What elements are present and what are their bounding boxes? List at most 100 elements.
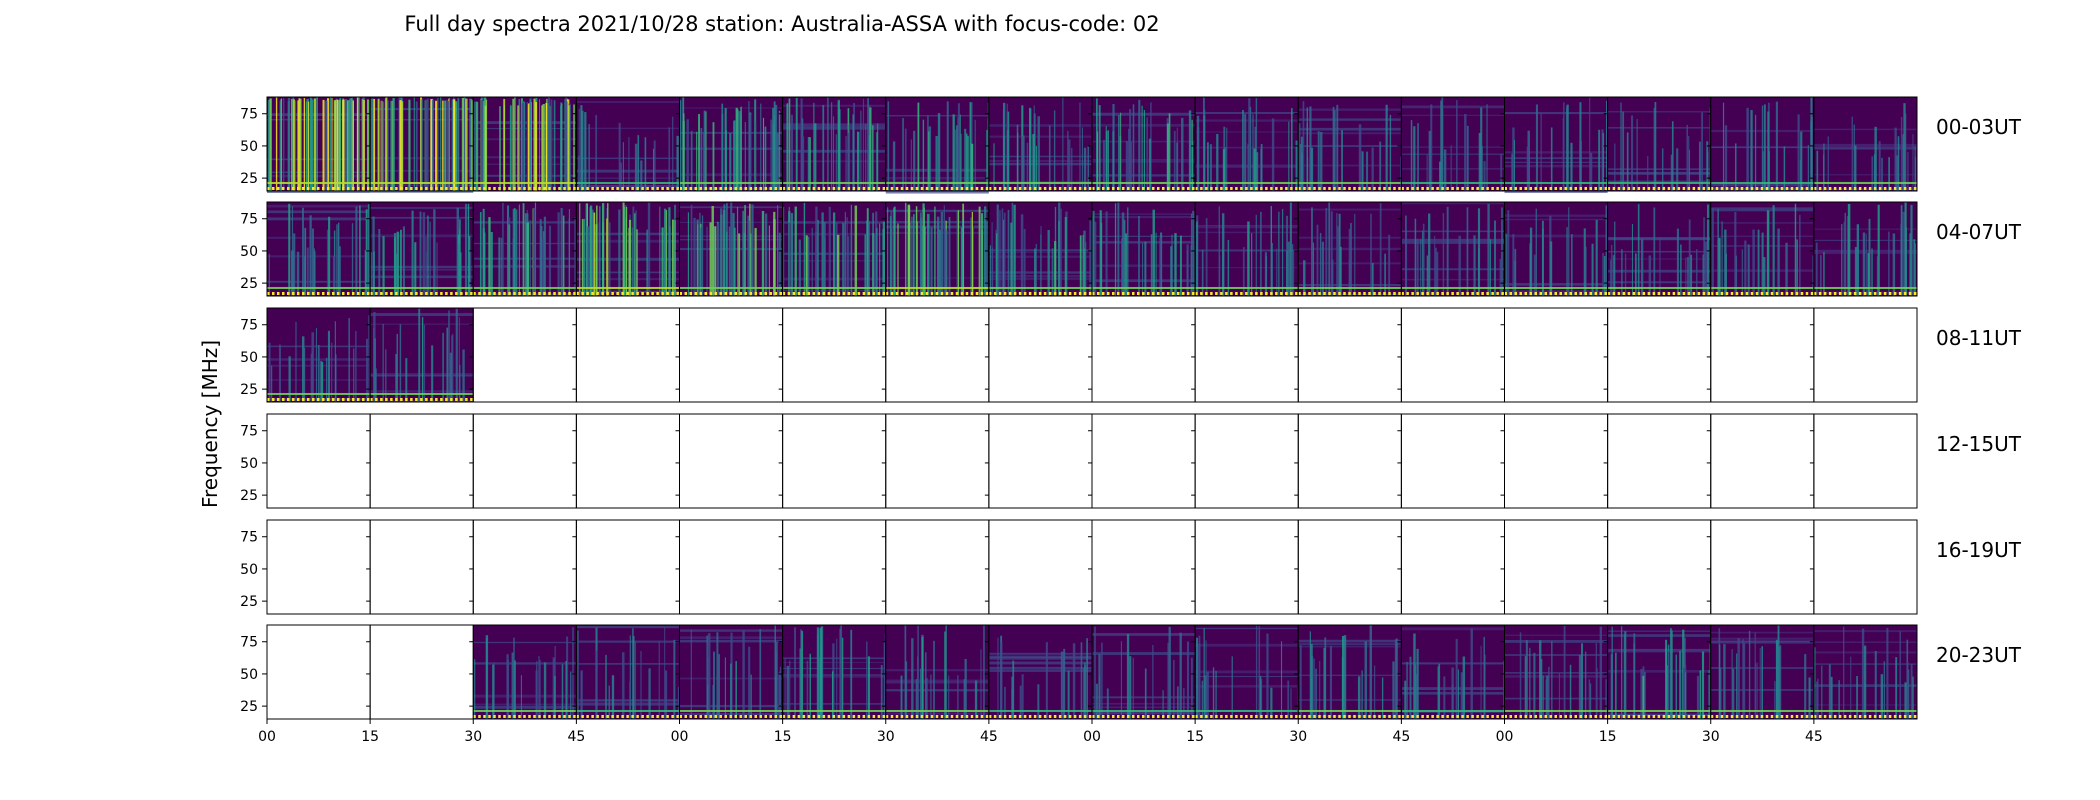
dotted-marker <box>950 715 954 718</box>
dotted-marker <box>292 398 295 401</box>
interference-line <box>648 668 651 719</box>
dotted-marker <box>445 292 448 295</box>
dotted-marker <box>1780 715 1784 718</box>
spectrogram-panel <box>984 307 1093 403</box>
interference-line <box>1004 687 1006 719</box>
spectrogram-panel <box>1809 96 1918 192</box>
x-tick-label: 30 <box>1702 729 1720 745</box>
dotted-marker <box>1393 187 1396 190</box>
panel-frame <box>1400 413 1505 509</box>
dotted-marker <box>1873 715 1877 718</box>
interference-line <box>539 99 541 191</box>
low-freq-band <box>370 286 474 289</box>
interference-line <box>1888 231 1890 296</box>
spectrogram-panel <box>984 201 1093 297</box>
interference-line <box>759 629 762 719</box>
interference-line <box>1624 631 1627 719</box>
interference-line <box>1815 242 1818 296</box>
interference-line <box>1389 114 1392 191</box>
interference-line <box>442 100 444 191</box>
dotted-marker <box>925 187 929 190</box>
dotted-marker <box>998 292 1002 295</box>
dotted-marker <box>400 292 403 295</box>
interference-line <box>511 652 514 719</box>
dotted-marker <box>1127 187 1130 190</box>
dotted-marker <box>1853 187 1857 190</box>
dotted-marker <box>1833 715 1837 718</box>
dotted-marker <box>1481 292 1484 295</box>
interference-line <box>770 119 773 191</box>
dotted-marker <box>621 292 624 295</box>
low-freq-band <box>1298 181 1402 184</box>
dotted-marker <box>1313 715 1316 718</box>
dotted-marker <box>1200 187 1203 190</box>
interference-line <box>842 222 844 296</box>
interference-line <box>1823 154 1825 191</box>
dotted-marker <box>1848 187 1852 190</box>
low-freq-band <box>267 392 371 395</box>
dotted-marker <box>817 715 821 718</box>
dotted-marker <box>1187 187 1190 190</box>
interference-line <box>1361 670 1363 719</box>
dotted-marker <box>1378 292 1381 295</box>
interference-line <box>1166 123 1169 191</box>
dotted-marker <box>1038 187 1042 190</box>
interference-line <box>1578 654 1582 719</box>
interference-line <box>1659 237 1661 296</box>
interference-line <box>729 133 732 191</box>
low-freq-band <box>1401 181 1505 184</box>
dotted-marker <box>470 292 473 295</box>
interference-line <box>1120 641 1122 719</box>
spectrogram-panel <box>1191 624 1299 720</box>
dotted-marker <box>970 292 974 295</box>
dotted-marker <box>1466 292 1469 295</box>
dotted-marker <box>1491 187 1494 190</box>
interference-line <box>1003 102 1006 191</box>
interference-line <box>1338 213 1341 296</box>
dotted-marker <box>1406 292 1409 295</box>
interference-line <box>411 210 414 296</box>
interference-line <box>1512 234 1515 296</box>
interference-line <box>1201 680 1204 719</box>
interference-line <box>806 660 809 719</box>
interference-line <box>1231 656 1233 719</box>
interference-line <box>842 637 844 719</box>
dotted-marker <box>895 715 899 718</box>
dotted-marker <box>822 715 826 718</box>
dotted-marker <box>1672 715 1676 718</box>
interference-line <box>545 102 548 191</box>
dotted-marker <box>769 715 772 718</box>
interference-line <box>1725 253 1727 296</box>
dotted-marker <box>827 292 831 295</box>
dotted-marker <box>769 292 772 295</box>
noise-band <box>885 210 989 212</box>
low-freq-band <box>679 709 783 712</box>
interference-line <box>1783 146 1786 191</box>
dotted-marker <box>1770 187 1774 190</box>
low-freq-band <box>1813 286 1917 289</box>
low-freq-band <box>1813 181 1917 184</box>
dotted-marker <box>1167 187 1170 190</box>
dotted-marker <box>568 715 571 718</box>
interference-line <box>1306 107 1308 191</box>
interference-line <box>995 229 997 296</box>
interference-line <box>308 101 310 191</box>
dotted-marker <box>465 187 468 190</box>
dotted-marker <box>292 292 295 295</box>
dotted-marker <box>591 187 594 190</box>
dotted-marker <box>395 187 398 190</box>
interference-line <box>744 205 746 296</box>
noise-band <box>473 694 577 698</box>
interference-line <box>335 354 337 402</box>
spectrogram-panel <box>1500 307 1609 403</box>
dotted-marker <box>430 292 433 295</box>
interference-line <box>876 132 878 191</box>
noise-band <box>1504 697 1608 700</box>
dotted-marker <box>1579 292 1582 295</box>
dotted-marker <box>267 398 270 401</box>
dotted-marker <box>631 292 634 295</box>
interference-line <box>811 227 813 296</box>
dotted-marker <box>327 292 330 295</box>
interference-line <box>535 102 537 191</box>
dotted-marker <box>1461 292 1464 295</box>
